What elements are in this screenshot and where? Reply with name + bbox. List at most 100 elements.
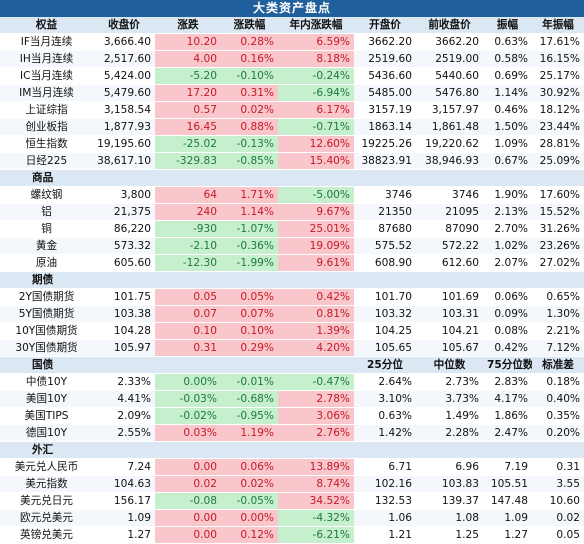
table-cell: 0.00 xyxy=(155,458,221,476)
table-cell: 0.09% xyxy=(483,305,532,323)
table-cell: -12.30 xyxy=(155,254,221,272)
table-cell: 6.96 xyxy=(416,458,483,476)
section-row: 商品 xyxy=(0,169,584,187)
table-cell: 16.45 xyxy=(155,118,221,136)
table-cell: 105.97 xyxy=(93,339,155,357)
table-cell: 0.63% xyxy=(483,33,532,51)
table-cell: 2.78% xyxy=(278,390,354,408)
table-cell: 1.42% xyxy=(354,424,416,442)
table-cell: 0.02 xyxy=(155,475,221,493)
table-cell: 0.31% xyxy=(221,84,278,102)
table-cell: 0.03% xyxy=(155,424,221,442)
table-cell: -0.36% xyxy=(221,237,278,255)
section-row: 国债 25分位 中位数 75分位数 标准差 xyxy=(0,356,584,374)
table-cell: -25.02 xyxy=(155,135,221,153)
row-label: 美元指数 xyxy=(0,475,93,493)
row-label: 英镑兑美元 xyxy=(0,526,93,544)
section-label: 期债 xyxy=(0,271,93,289)
table-cell: 0.05 xyxy=(532,526,584,544)
table-cell: 103.32 xyxy=(354,305,416,323)
table-cell: 0.18% xyxy=(532,373,584,391)
table-cell: 3157.19 xyxy=(354,101,416,119)
table-cell: 4.41% xyxy=(93,390,155,408)
table-cell: 2.28% xyxy=(416,424,483,442)
row-label: 美国10Y xyxy=(0,390,93,408)
row-label: 10Y国债期货 xyxy=(0,322,93,340)
section-subheader xyxy=(532,271,584,289)
table-cell: 0.40% xyxy=(532,390,584,408)
table-cell: 612.60 xyxy=(416,254,483,272)
table-cell: 3.55 xyxy=(532,475,584,493)
column-header: 收盘价 xyxy=(93,17,155,34)
table-cell: 34.52% xyxy=(278,492,354,510)
table-cell: 8.74% xyxy=(278,475,354,493)
table-cell: 8.18% xyxy=(278,50,354,68)
table-cell: 2.76% xyxy=(278,424,354,442)
column-header: 前收盘价 xyxy=(416,17,483,34)
table-row: 美元兑人民币 7.24 0.00 0.06% 13.89% 6.71 6.96 7.19 0.3… xyxy=(0,458,584,476)
table-cell: 0.42% xyxy=(278,288,354,306)
table-row: 美国10Y 4.41% -0.03% -0.68% 2.78% 3.10% 3.73% 4.1… xyxy=(0,390,584,408)
section-subheader xyxy=(354,169,416,187)
section-subheader: 25分位 xyxy=(354,356,416,374)
row-label: 铜 xyxy=(0,220,93,238)
table-row: IH当月连续 2,517.60 4.00 0.16% 8.18% 2519.60 2519.… xyxy=(0,50,584,68)
table-cell: -0.24% xyxy=(278,67,354,85)
table-cell: 104.28 xyxy=(93,322,155,340)
table-row: 螺纹钢 3,800 64 1.71% -5.00% 3746 3746 1.90% 17.60% xyxy=(0,186,584,204)
column-header: 振幅 xyxy=(483,17,532,34)
table-title: 大类资产盘点 xyxy=(0,0,584,17)
table-cell: 605.60 xyxy=(93,254,155,272)
section-subheader xyxy=(483,441,532,459)
table-cell: 0.07% xyxy=(221,305,278,323)
table-row: 30Y国债期货 105.97 0.31 0.29% 4.20% 105.65 105.67 0… xyxy=(0,339,584,357)
table-cell: 5485.00 xyxy=(354,84,416,102)
table-cell: -0.01% xyxy=(221,373,278,391)
table-row: 10Y国债期货 104.28 0.10 0.10% 1.39% 104.25 104.21 0… xyxy=(0,322,584,340)
table-cell: 38,617.10 xyxy=(93,152,155,170)
table-cell: 139.37 xyxy=(416,492,483,510)
table-cell: 0.00% xyxy=(155,373,221,391)
table-cell: -0.05% xyxy=(221,492,278,510)
table-row: 美元指数 104.63 0.02 0.02% 8.74% 102.16 103.83 105.… xyxy=(0,475,584,493)
table-cell: 5,424.00 xyxy=(93,67,155,85)
table-cell: 1.14% xyxy=(483,84,532,102)
table-cell: 103.38 xyxy=(93,305,155,323)
table-row: 黄金 573.32 -2.10 -0.36% 19.09% 575.52 572.22 1.0… xyxy=(0,237,584,255)
table-cell: -0.02% xyxy=(155,407,221,425)
table-cell: 0.88% xyxy=(221,118,278,136)
table-cell: 27.02% xyxy=(532,254,584,272)
table-cell: 3,666.40 xyxy=(93,33,155,51)
row-label: 恒生指数 xyxy=(0,135,93,153)
table-cell: 132.53 xyxy=(354,492,416,510)
table-cell: 4.00 xyxy=(155,50,221,68)
table-cell: 0.06% xyxy=(483,288,532,306)
row-label: 原油 xyxy=(0,254,93,272)
section-subheader xyxy=(221,356,278,374)
table-cell: 3662.20 xyxy=(354,33,416,51)
table-cell: 1.39% xyxy=(278,322,354,340)
table-cell: 3,157.97 xyxy=(416,101,483,119)
table-cell: -0.85% xyxy=(221,152,278,170)
column-header: 涨跌幅 xyxy=(221,17,278,34)
table-cell: 87090 xyxy=(416,220,483,238)
table-cell: 104.63 xyxy=(93,475,155,493)
table-cell: 2519.60 xyxy=(354,50,416,68)
table-cell: 101.70 xyxy=(354,288,416,306)
row-label: 黄金 xyxy=(0,237,93,255)
table-cell: 23.26% xyxy=(532,237,584,255)
table-cell: -0.47% xyxy=(278,373,354,391)
table-cell: 0.46% xyxy=(483,101,532,119)
table-cell: 101.69 xyxy=(416,288,483,306)
row-label: 上证综指 xyxy=(0,101,93,119)
section-subheader xyxy=(354,441,416,459)
section-label: 国债 xyxy=(0,356,93,374)
table-cell: 0.00 xyxy=(155,526,221,544)
table-cell: 0.28% xyxy=(221,33,278,51)
table-cell: -2.10 xyxy=(155,237,221,255)
table-cell: 0.10 xyxy=(155,322,221,340)
table-cell: 2.13% xyxy=(483,203,532,221)
table-cell: 156.17 xyxy=(93,492,155,510)
table-cell: 1.71% xyxy=(221,186,278,204)
header-row: 权益 收盘价 涨跌 涨跌幅 年内涨跌幅 开盘价 前收盘价 振幅 年振幅 xyxy=(0,17,584,34)
